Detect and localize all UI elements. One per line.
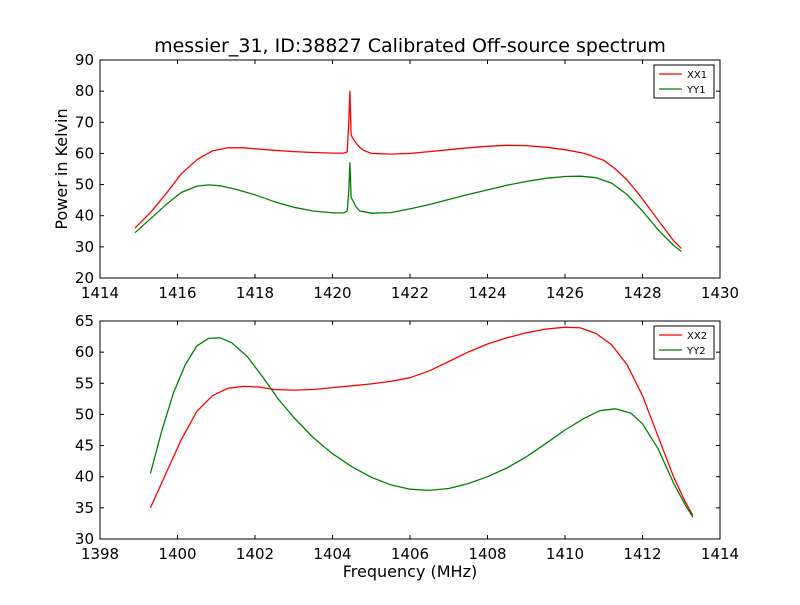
y-axis-label: Power in Kelvin xyxy=(52,108,71,229)
y-tick-label: 50 xyxy=(75,176,94,194)
y-tick-label: 50 xyxy=(75,405,94,423)
y-tick-label: 60 xyxy=(75,144,94,162)
y-tick-label: 90 xyxy=(75,51,94,69)
legend-box xyxy=(653,325,715,360)
x-tick-label: 1412 xyxy=(623,545,661,563)
y-tick-label: 30 xyxy=(75,238,94,256)
y-tick-label: 45 xyxy=(75,437,94,455)
x-tick-label: 1424 xyxy=(468,284,506,302)
legend-label-yy1: YY1 xyxy=(686,85,706,96)
x-tick-label: 1398 xyxy=(81,545,119,563)
y-tick-label: 40 xyxy=(75,468,94,486)
x-tick-label: 1428 xyxy=(623,284,661,302)
y-tick-label: 60 xyxy=(75,343,94,361)
x-axis-label: Frequency (MHz) xyxy=(343,562,477,581)
y-tick-label: 20 xyxy=(75,269,94,287)
x-tick-label: 1414 xyxy=(701,545,739,563)
y-tick-label: 80 xyxy=(75,82,94,100)
series-line-xx2 xyxy=(149,326,694,516)
x-tick-label: 1410 xyxy=(546,545,584,563)
chart-title: messier_31, ID:38827 Calibrated Off-sour… xyxy=(154,35,666,57)
x-tick-label: 1422 xyxy=(391,284,429,302)
top-panel: 1414 1416 1418 1420 1422 1424 1426 1428 1430 20 30… xyxy=(75,51,739,302)
legend-box xyxy=(653,64,715,99)
series-line-yy2 xyxy=(149,337,694,518)
y-tick-label: 35 xyxy=(75,499,94,517)
series-line-yy1 xyxy=(134,162,682,253)
x-tick-label: 1408 xyxy=(468,545,506,563)
legend-label-xx2: XX2 xyxy=(687,331,707,342)
y-tick-label: 40 xyxy=(75,207,94,225)
legend-label-yy2: YY2 xyxy=(686,346,706,357)
y-tick-label: 30 xyxy=(75,530,94,548)
x-tick-label: 1420 xyxy=(313,284,351,302)
bottom-panel: 1398 1400 1402 1404 1406 1408 1410 1412 1414 30 35… xyxy=(75,312,739,563)
x-tick-label: 1426 xyxy=(546,284,584,302)
legend-label-xx1: XX1 xyxy=(687,70,707,81)
x-tick-label: 1430 xyxy=(701,284,739,302)
y-tick-label: 70 xyxy=(75,113,94,131)
x-tick-label: 1404 xyxy=(313,545,351,563)
y-tick-label: 65 xyxy=(75,312,94,330)
x-tick-label: 1418 xyxy=(236,284,274,302)
x-tick-label: 1416 xyxy=(158,284,196,302)
series-line-xx1 xyxy=(134,90,682,249)
x-tick-label: 1402 xyxy=(236,545,274,563)
x-tick-label: 1414 xyxy=(81,284,119,302)
x-tick-label: 1400 xyxy=(158,545,196,563)
x-tick-label: 1406 xyxy=(391,545,429,563)
y-tick-label: 55 xyxy=(75,374,94,392)
